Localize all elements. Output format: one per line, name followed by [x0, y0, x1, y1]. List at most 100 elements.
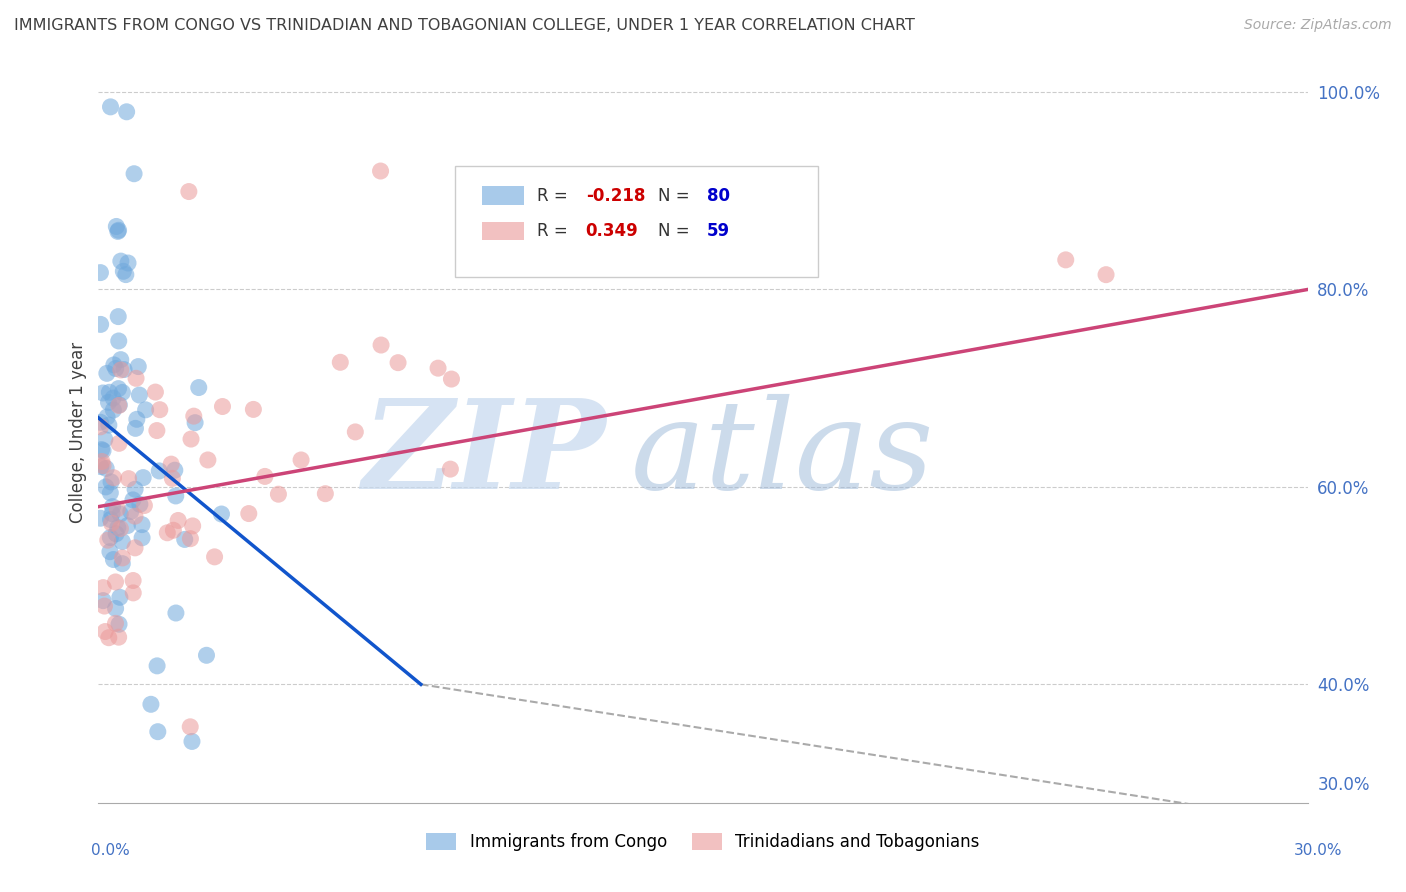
Point: [100, 100, 122, 114]
Point: [179, 532, 201, 546]
Point: [110, 352, 132, 367]
Point: [89, 511, 111, 525]
Point: [117, 256, 139, 270]
Point: [101, 500, 124, 514]
Point: [105, 501, 128, 516]
Point: [91, 386, 114, 401]
Point: [162, 471, 184, 485]
Point: [103, 552, 125, 566]
Point: [131, 531, 153, 545]
Point: [125, 371, 148, 385]
Point: [91, 454, 114, 468]
Point: [111, 550, 134, 565]
Point: [122, 586, 145, 600]
Point: [98, 485, 121, 500]
Point: [131, 517, 153, 532]
Text: IMMIGRANTS FROM CONGO VS TRINIDADIAN AND TOBAGONIAN COLLEGE, UNDER 1 YEAR CORREL: IMMIGRANTS FROM CONGO VS TRINIDADIAN AND…: [14, 18, 915, 33]
Point: [181, 734, 204, 748]
Y-axis label: College, Under 1 year: College, Under 1 year: [69, 342, 87, 524]
Point: [108, 507, 131, 521]
Point: [91, 443, 114, 458]
Point: [211, 400, 233, 414]
Point: [427, 361, 450, 376]
Text: -0.218: -0.218: [586, 186, 645, 204]
Point: [184, 416, 207, 430]
Point: [370, 338, 392, 352]
Text: R =: R =: [537, 186, 574, 204]
Point: [111, 534, 134, 549]
Text: N =: N =: [658, 221, 695, 239]
Point: [107, 334, 129, 348]
Point: [107, 224, 129, 238]
Point: [167, 513, 190, 527]
Point: [104, 616, 127, 631]
Point: [90, 318, 112, 332]
Point: [122, 167, 145, 181]
Text: 0.349: 0.349: [586, 221, 638, 239]
Point: [128, 388, 150, 402]
Point: [122, 492, 145, 507]
Point: [146, 724, 169, 739]
Point: [97, 418, 120, 433]
Point: [108, 617, 131, 632]
Point: [101, 391, 124, 405]
Point: [179, 720, 201, 734]
Legend: Immigrants from Congo, Trinidadians and Tobagonians: Immigrants from Congo, Trinidadians and …: [419, 826, 987, 857]
Point: [114, 268, 136, 282]
Point: [104, 574, 127, 589]
Point: [211, 507, 233, 521]
Point: [105, 219, 128, 234]
Point: [108, 399, 131, 413]
Point: [108, 436, 131, 450]
Point: [93, 599, 115, 613]
Point: [135, 402, 157, 417]
Point: [89, 415, 111, 429]
Point: [107, 521, 129, 535]
Point: [124, 421, 146, 435]
Point: [173, 533, 195, 547]
Text: 59: 59: [707, 221, 730, 239]
Point: [103, 471, 125, 485]
Point: [108, 398, 131, 412]
Text: 0.0%: 0.0%: [91, 843, 131, 858]
Point: [122, 574, 145, 588]
Point: [267, 487, 290, 501]
Point: [128, 497, 150, 511]
Point: [103, 403, 125, 417]
Text: ZIP: ZIP: [363, 394, 606, 516]
Point: [107, 630, 129, 644]
Point: [132, 470, 155, 484]
Point: [94, 433, 117, 447]
Text: N =: N =: [658, 186, 695, 204]
Point: [180, 432, 202, 446]
Text: 80: 80: [707, 186, 730, 204]
Point: [91, 593, 114, 607]
Text: Source: ZipAtlas.com: Source: ZipAtlas.com: [1244, 18, 1392, 32]
Point: [181, 519, 204, 533]
Point: [100, 516, 122, 531]
Point: [1054, 252, 1077, 267]
Point: [124, 482, 146, 496]
Point: [195, 648, 218, 663]
Point: [98, 531, 121, 545]
Point: [242, 402, 264, 417]
FancyBboxPatch shape: [482, 221, 524, 240]
Point: [104, 361, 127, 376]
Point: [124, 541, 146, 555]
Point: [100, 475, 122, 489]
Point: [107, 223, 129, 237]
Point: [89, 266, 111, 280]
Point: [91, 458, 114, 473]
Point: [103, 358, 125, 372]
Point: [96, 409, 118, 424]
Point: [112, 362, 135, 376]
Point: [146, 424, 169, 438]
FancyBboxPatch shape: [456, 166, 818, 277]
Point: [98, 544, 121, 558]
Point: [111, 557, 134, 571]
Point: [104, 601, 127, 615]
Point: [165, 606, 187, 620]
Point: [344, 425, 367, 439]
Point: [370, 164, 392, 178]
Point: [110, 254, 132, 268]
